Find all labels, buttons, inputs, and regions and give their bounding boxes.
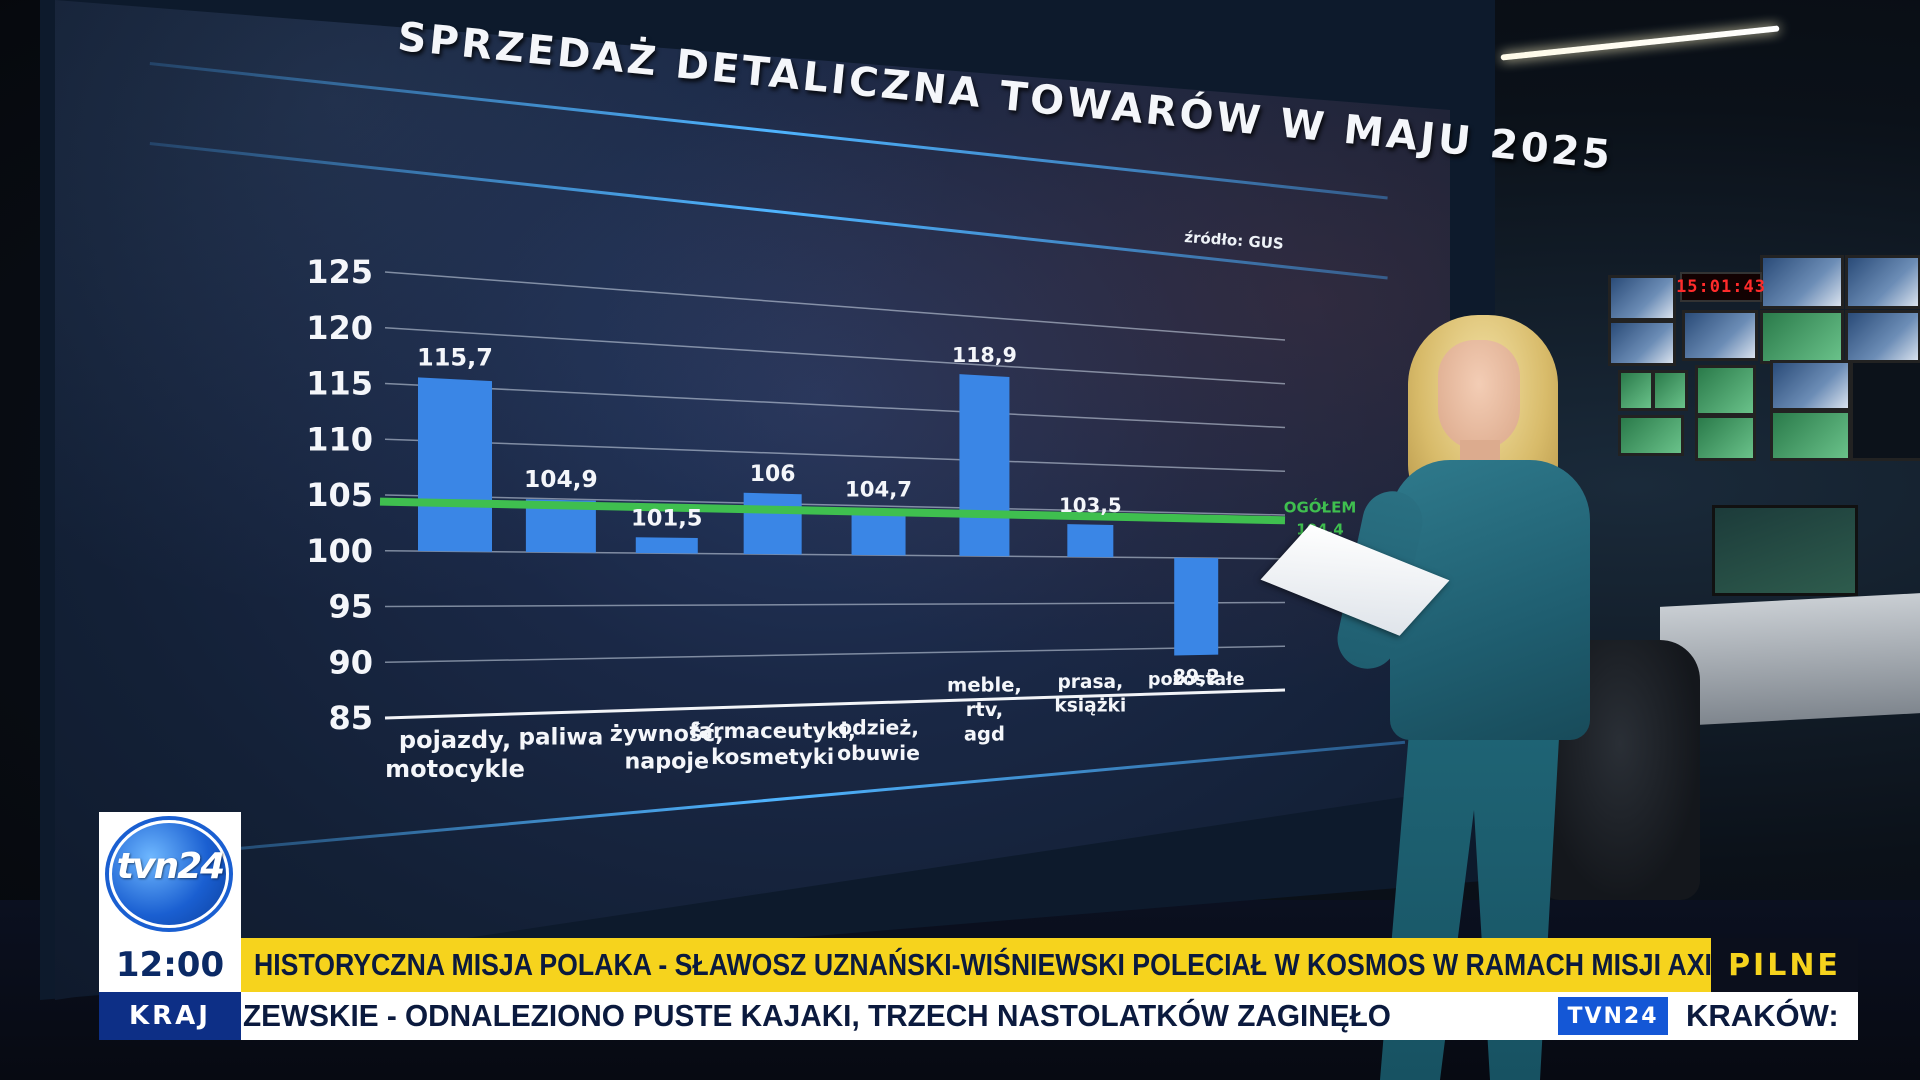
channel-logo: tvn24	[99, 812, 241, 938]
y-tick-label: 125	[306, 253, 373, 291]
bar	[525, 499, 596, 553]
reference-line-label: OGÓŁEM	[1284, 497, 1357, 516]
x-tick-label: odzież,	[838, 716, 919, 740]
x-tick-label: pojazdy,	[399, 726, 511, 754]
y-tick-label: 85	[328, 699, 373, 737]
ticker-brand-badge: TVN24	[1558, 997, 1668, 1035]
y-tick-label: 90	[328, 643, 373, 681]
x-tick-label: agd	[964, 722, 1005, 745]
x-tick-label: paliwa	[518, 725, 603, 751]
gridline	[384, 382, 1286, 429]
gridline	[384, 327, 1286, 385]
studio-clock: 15:01:43	[1676, 272, 1765, 302]
region-label: KRAJ	[99, 992, 241, 1040]
presenter-face	[1438, 340, 1520, 450]
x-tick-label: pozostałe	[1148, 670, 1245, 690]
data-label: 101,5	[631, 505, 702, 531]
x-tick-label: obuwie	[837, 741, 920, 765]
gridline	[384, 438, 1286, 472]
y-tick-label: 100	[306, 532, 373, 570]
breaking-badge: PILNE	[1711, 938, 1858, 992]
headline-text: HISTORYCZNA MISJA POLAKA - SŁAWOSZ UZNAŃ…	[254, 947, 1778, 982]
x-tick-label: farmaceutyki,	[689, 719, 856, 744]
x-tick-label: kosmetyki	[711, 745, 834, 770]
monitor-wall	[1600, 255, 1920, 485]
x-axis-line	[384, 688, 1286, 720]
broadcast-time: 12:00	[99, 938, 241, 992]
headline-bar	[241, 938, 1711, 992]
data-label: 104,7	[845, 476, 912, 501]
logo-globe-icon	[109, 820, 229, 928]
ticker-next-item: KRAKÓW:	[1686, 998, 1839, 1033]
y-tick-label: 115	[306, 365, 373, 403]
y-tick-label: 105	[306, 476, 373, 514]
x-tick-label: motocykle	[385, 755, 525, 783]
y-tick-label: 120	[306, 309, 373, 347]
x-tick-label: książki	[1054, 696, 1126, 717]
desk-monitor	[1712, 505, 1858, 596]
bar	[959, 374, 1010, 557]
bar	[743, 492, 802, 555]
bar	[1174, 557, 1219, 656]
bar	[1067, 524, 1114, 558]
data-label: 104,9	[524, 466, 598, 493]
x-tick-label: żywność,	[610, 721, 724, 747]
x-tick-label: prasa,	[1057, 672, 1123, 693]
x-tick-label: napoje	[625, 748, 710, 774]
x-tick-label: rtv,	[966, 698, 1003, 721]
data-label: 89,2	[1173, 665, 1220, 688]
x-tick-label: meble,	[947, 673, 1022, 696]
bar	[851, 508, 906, 556]
gridline	[384, 494, 1286, 516]
reference-line	[379, 497, 1286, 525]
bar	[635, 537, 698, 554]
news-ticker: ZEWSKIE - ODNALEZIONO PUSTE KAJAKI, TRZE…	[241, 992, 1858, 1040]
data-label: 103,5	[1059, 494, 1122, 517]
ticker-text: ZEWSKIE - ODNALEZIONO PUSTE KAJAKI, TRZE…	[243, 998, 1391, 1033]
logo-text: tvn24	[116, 846, 225, 887]
y-tick-label: 95	[328, 588, 373, 626]
bar	[418, 377, 492, 552]
gridline	[384, 550, 1286, 560]
gridline	[384, 271, 1286, 341]
y-tick-label: 110	[306, 420, 373, 458]
gridline	[384, 601, 1286, 608]
data-label: 106	[750, 462, 796, 487]
data-label: 118,9	[952, 343, 1017, 367]
data-label: 115,7	[417, 343, 493, 371]
gridline	[384, 645, 1286, 663]
